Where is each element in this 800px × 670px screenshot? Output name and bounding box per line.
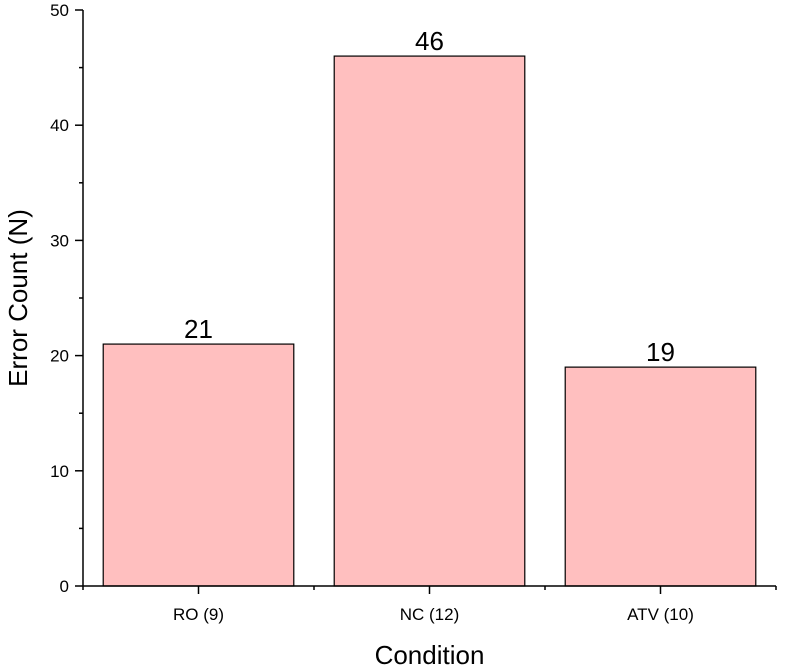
y-tick-label: 40: [50, 116, 69, 135]
bar-value-label: 21: [184, 314, 213, 344]
y-tick-label: 20: [50, 347, 69, 366]
x-tick-label: RO (9): [173, 605, 224, 624]
y-tick-label: 30: [50, 231, 69, 250]
bar-value-label: 19: [646, 337, 675, 367]
bars: [102, 55, 757, 587]
y-tick-label: 0: [60, 577, 69, 596]
x-tick-label: ATV (10): [627, 605, 694, 624]
y-tick-label: 10: [50, 462, 69, 481]
y-axis-title: Error Count (N): [3, 209, 33, 387]
x-axis-ticks: RO (9) NC (12) ATV (10): [82, 586, 777, 624]
x-tick-label: NC (12): [400, 605, 460, 624]
bar: [102, 343, 295, 587]
y-tick-label: 50: [50, 1, 69, 20]
bar: [564, 366, 757, 587]
bar: [333, 55, 526, 587]
x-axis-title: Condition: [375, 640, 485, 670]
bar-value-labels: 21 46 19: [184, 26, 675, 367]
bar-value-label: 46: [415, 26, 444, 56]
y-axis-ticks: 0 10 20 30 40 50: [50, 1, 83, 596]
